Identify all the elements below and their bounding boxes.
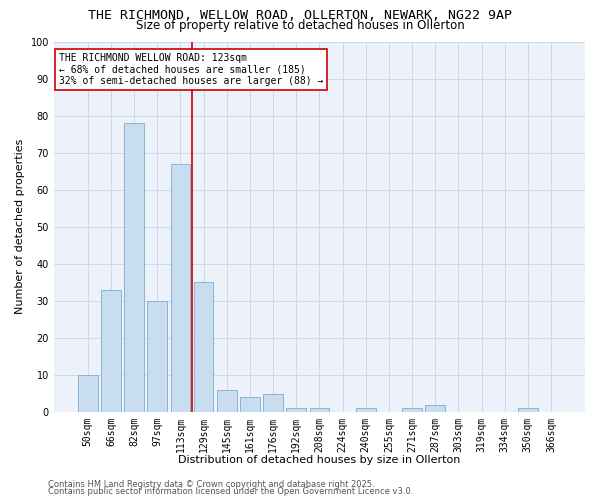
Bar xyxy=(310,408,329,412)
Bar xyxy=(170,164,190,412)
Text: Contains public sector information licensed under the Open Government Licence v3: Contains public sector information licen… xyxy=(48,487,413,496)
Bar xyxy=(148,301,167,412)
Bar xyxy=(402,408,422,412)
Y-axis label: Number of detached properties: Number of detached properties xyxy=(15,139,25,314)
Text: Size of property relative to detached houses in Ollerton: Size of property relative to detached ho… xyxy=(136,19,464,32)
Text: THE RICHMOND, WELLOW ROAD, OLLERTON, NEWARK, NG22 9AP: THE RICHMOND, WELLOW ROAD, OLLERTON, NEW… xyxy=(88,9,512,22)
Bar xyxy=(518,408,538,412)
Bar xyxy=(78,375,98,412)
Bar xyxy=(101,290,121,412)
Text: Contains HM Land Registry data © Crown copyright and database right 2025.: Contains HM Land Registry data © Crown c… xyxy=(48,480,374,489)
Text: THE RICHMOND WELLOW ROAD: 123sqm
← 68% of detached houses are smaller (185)
32% : THE RICHMOND WELLOW ROAD: 123sqm ← 68% o… xyxy=(59,52,323,86)
Bar xyxy=(240,398,260,412)
Bar xyxy=(217,390,236,412)
Bar xyxy=(124,123,144,412)
Bar xyxy=(286,408,306,412)
Bar xyxy=(263,394,283,412)
X-axis label: Distribution of detached houses by size in Ollerton: Distribution of detached houses by size … xyxy=(178,455,461,465)
Bar xyxy=(356,408,376,412)
Bar xyxy=(425,404,445,412)
Bar xyxy=(194,282,214,412)
